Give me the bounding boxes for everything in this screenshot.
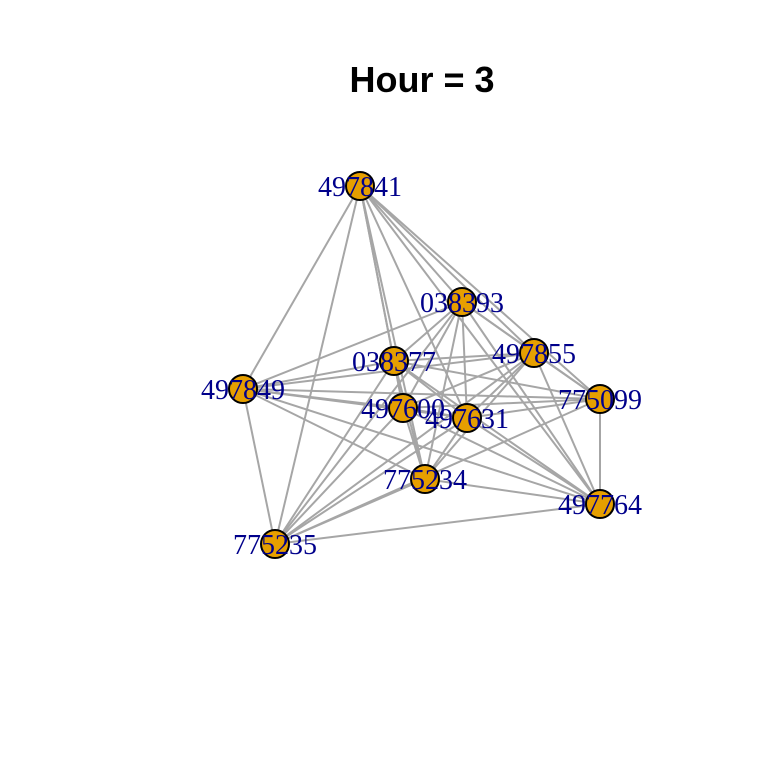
edge-038393-497849 — [242, 301, 463, 390]
edge-497841-038393 — [359, 185, 463, 303]
edge-775099-497631 — [466, 398, 601, 419]
edge-497849-775099 — [242, 388, 601, 400]
edge-038393-497600 — [402, 301, 463, 409]
edge-497855-038377 — [393, 352, 535, 362]
edge-038377-775099 — [393, 360, 601, 400]
edge-775099-497600 — [402, 398, 601, 409]
edge-497631-497764 — [466, 417, 601, 505]
node-497764 — [585, 489, 615, 519]
edge-038377-775235 — [274, 360, 395, 545]
node-497600 — [388, 393, 418, 423]
node-label-497849: 497849 — [201, 375, 285, 406]
edge-038393-497631 — [461, 301, 468, 419]
edge-497855-497631 — [466, 352, 535, 419]
node-038377 — [379, 346, 409, 376]
edge-497841-775099 — [359, 185, 601, 400]
edge-497600-497764 — [402, 407, 601, 505]
node-layer — [228, 171, 615, 559]
node-label-038377: 038377 — [352, 347, 436, 378]
edge-497855-775235 — [274, 352, 535, 545]
node-497849 — [228, 374, 258, 404]
node-label-497855: 497855 — [492, 339, 576, 370]
edge-497764-775235 — [274, 503, 601, 545]
node-497841 — [345, 171, 375, 201]
node-label-497631: 497631 — [425, 404, 509, 435]
edge-038377-497764 — [393, 360, 601, 505]
node-label-775235: 775235 — [233, 530, 317, 561]
node-label-497841: 497841 — [318, 172, 402, 203]
node-497855 — [519, 338, 549, 368]
edge-497600-775235 — [274, 407, 404, 545]
edge-497849-497764 — [242, 388, 601, 505]
node-038393 — [447, 287, 477, 317]
node-label-775099: 775099 — [558, 385, 642, 416]
edge-038393-775235 — [274, 301, 463, 545]
node-label-497764: 497764 — [558, 490, 642, 521]
edge-497849-775235 — [242, 388, 276, 545]
edge-497841-497849 — [242, 185, 361, 390]
edge-497855-497764 — [533, 352, 601, 505]
node-label-497600: 497600 — [361, 394, 445, 425]
plot-title: Hour = 3 — [349, 59, 495, 100]
edge-497849-775234 — [242, 388, 426, 480]
node-label-775234: 775234 — [383, 465, 467, 496]
edge-038393-038377 — [393, 301, 463, 362]
edge-layer — [242, 185, 601, 545]
edge-497841-775234 — [359, 185, 426, 480]
edge-775234-497764 — [424, 478, 601, 505]
node-label-038393: 038393 — [420, 288, 504, 319]
edge-497631-775235 — [274, 417, 468, 545]
node-775235 — [260, 529, 290, 559]
node-497631 — [452, 403, 482, 433]
edge-497855-497600 — [402, 352, 535, 409]
edge-497841-497855 — [359, 185, 535, 354]
edge-038377-497849 — [242, 360, 395, 390]
label-layer: 497841 038393 497855 038377 497849 775099 4976… — [201, 172, 642, 561]
edge-775234-775235 — [274, 478, 426, 545]
node-775099 — [585, 384, 615, 414]
edge-497841-775235 — [274, 185, 361, 545]
node-775234 — [410, 464, 440, 494]
edge-497841-497631 — [359, 185, 468, 419]
edge-497841-497764 — [359, 185, 601, 505]
